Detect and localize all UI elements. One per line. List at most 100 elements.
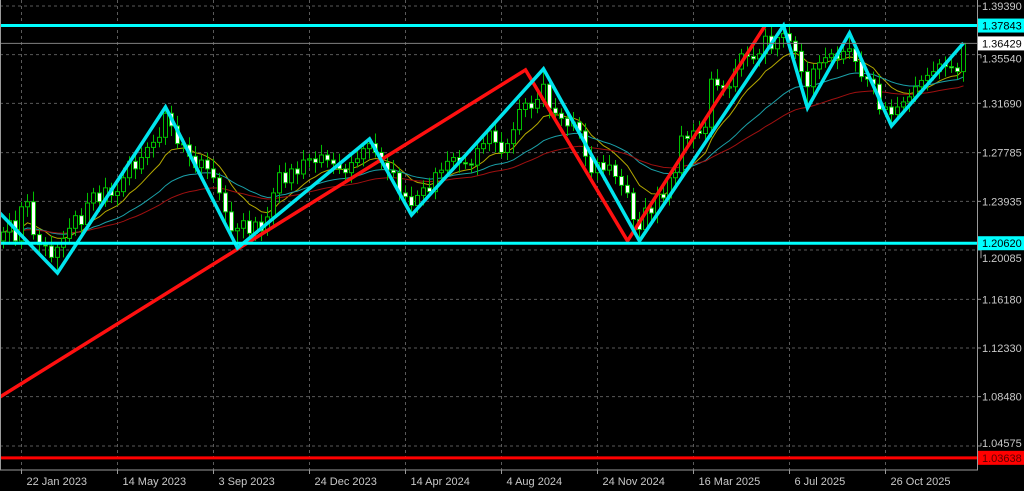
candle — [49, 235, 54, 263]
candle — [67, 218, 72, 244]
bull-candle-body — [361, 148, 366, 160]
bull-candle-body — [907, 96, 912, 103]
time-tick-label: 4 Aug 2024 — [507, 476, 563, 488]
bull-candle-body — [961, 42, 966, 73]
candle — [409, 186, 414, 216]
candle — [751, 46, 756, 65]
bull-candle-body — [433, 172, 438, 193]
candle — [703, 122, 708, 142]
bull-candle-body — [727, 86, 732, 89]
candle — [889, 99, 894, 126]
bear-candle-body — [391, 169, 396, 174]
candle — [277, 165, 282, 204]
bull-candle-body — [481, 143, 486, 150]
candle — [505, 138, 510, 161]
candle — [151, 134, 156, 158]
price-tick-label: 1.31690 — [982, 98, 1022, 110]
time-axis[interactable]: 22 Jan 2023 14 May 2023 3 Sep 2023 24 Dec 2… — [21, 470, 951, 488]
candle — [793, 36, 798, 59]
bear-candle-body — [565, 117, 570, 127]
horizontal-levels[interactable] — [0, 24, 977, 460]
bear-candle-body — [805, 71, 810, 88]
bull-candle-body — [505, 143, 510, 153]
bull-candle-body — [487, 130, 492, 145]
bull-candle-body — [319, 154, 324, 164]
bull-candle-body — [847, 48, 852, 52]
grid — [0, 0, 977, 470]
bull-candle-body — [199, 159, 204, 169]
bear-candle-body — [37, 234, 42, 246]
candle — [805, 61, 810, 108]
bear-candle-body — [661, 193, 666, 199]
bear-candle-body — [559, 112, 564, 119]
candle — [79, 208, 84, 235]
candle — [817, 55, 822, 80]
candle — [25, 194, 30, 217]
bear-candle-body — [205, 159, 210, 170]
time-tick-label: 14 May 2023 — [123, 476, 187, 488]
time-tick-label: 26 Oct 2025 — [891, 476, 951, 488]
level-label-bg — [978, 236, 1024, 251]
bull-candle-body — [307, 158, 312, 161]
bear-candle-body — [325, 154, 330, 161]
candle — [217, 172, 222, 201]
bull-candle-body — [475, 148, 480, 166]
candle — [559, 108, 564, 126]
candle — [895, 96, 900, 120]
candle — [475, 141, 480, 176]
bear-candle-body — [631, 192, 636, 220]
bear-candle-body — [403, 192, 408, 198]
bear-candle-body — [649, 207, 654, 214]
candle — [355, 148, 360, 168]
bull-candle-body — [235, 227, 240, 232]
bear-candle-body — [619, 175, 624, 186]
bear-candle-body — [97, 192, 102, 203]
candle — [517, 99, 522, 135]
trend-lines — [0, 21, 965, 400]
candle — [955, 62, 960, 80]
candle — [1, 227, 6, 249]
bull-candle-body — [73, 215, 78, 229]
time-tick-label: 16 Mar 2025 — [699, 476, 761, 488]
candle — [295, 161, 300, 185]
level-label-bg — [978, 450, 1024, 465]
bear-candle-body — [889, 106, 894, 116]
candle — [325, 149, 330, 168]
candle — [391, 160, 396, 178]
bull-candle-body — [535, 98, 540, 109]
bull-candle-body — [121, 177, 126, 193]
candle — [433, 167, 438, 200]
candle — [625, 175, 630, 198]
candle — [613, 160, 618, 185]
bear-candle-body — [625, 184, 630, 194]
candle — [241, 213, 246, 239]
candle — [715, 69, 720, 91]
bull-candle-body — [517, 109, 522, 131]
bull-candle-body — [67, 227, 72, 239]
candle — [811, 64, 816, 95]
level-label-bg — [978, 36, 1024, 51]
ma-mid-line — [3, 72, 964, 235]
candle — [139, 147, 144, 174]
candle — [7, 213, 12, 243]
time-tick-label: 22 Jan 2023 — [27, 476, 88, 488]
candle — [229, 201, 234, 236]
price-axis[interactable]: 1.39390 1.35540 1.31690 1.27785 1.23935 1.200… — [977, 1, 1022, 450]
candle — [37, 229, 42, 253]
bear-candle-body — [493, 130, 498, 143]
candle — [73, 210, 78, 236]
bull-candle-body — [145, 146, 150, 159]
time-tick-label: 14 Apr 2024 — [411, 476, 470, 488]
candle — [55, 242, 60, 274]
bull-candle-body — [673, 172, 678, 179]
bull-candle-body — [823, 57, 828, 64]
candle — [631, 187, 636, 228]
candle — [301, 149, 306, 180]
bear-candle-body — [427, 187, 432, 193]
bear-candle-body — [955, 67, 960, 73]
bull-candle-body — [289, 168, 294, 184]
price-tick-label: 1.39390 — [982, 1, 1022, 13]
bull-candle-body — [415, 194, 420, 207]
bear-candle-body — [529, 102, 534, 109]
